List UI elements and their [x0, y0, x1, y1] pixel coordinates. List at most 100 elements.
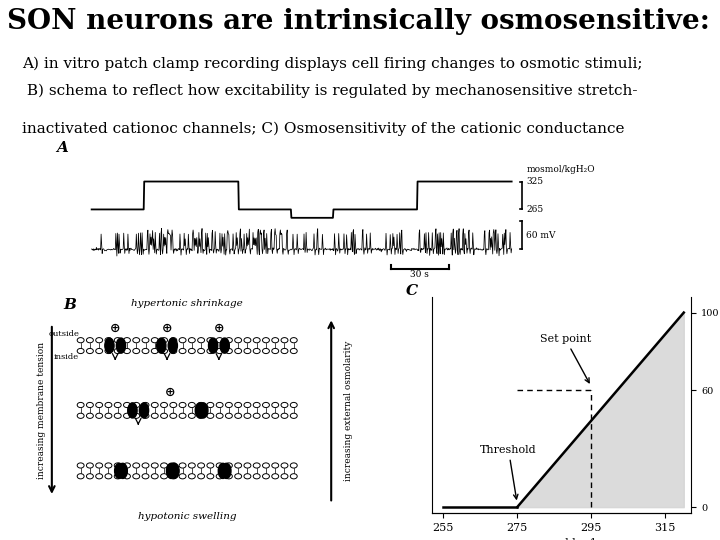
Circle shape: [142, 413, 149, 418]
Circle shape: [161, 402, 168, 408]
Circle shape: [216, 348, 223, 354]
Text: Set point: Set point: [540, 334, 591, 383]
Circle shape: [225, 348, 233, 354]
Circle shape: [124, 402, 130, 408]
Circle shape: [96, 348, 103, 354]
Text: B: B: [63, 298, 76, 312]
Circle shape: [161, 413, 168, 418]
Circle shape: [179, 474, 186, 479]
Text: SON neurons are intrinsically osmosensitive:: SON neurons are intrinsically osmosensit…: [7, 8, 710, 35]
Circle shape: [96, 463, 103, 468]
Circle shape: [216, 338, 223, 343]
Text: increasing membrane tension: increasing membrane tension: [37, 342, 46, 479]
Circle shape: [77, 413, 84, 418]
Circle shape: [253, 474, 260, 479]
Text: hypertonic shrinkage: hypertonic shrinkage: [131, 299, 243, 308]
Circle shape: [170, 348, 176, 354]
Circle shape: [179, 402, 186, 408]
Circle shape: [114, 402, 121, 408]
Text: C: C: [406, 284, 418, 298]
Circle shape: [198, 463, 204, 468]
Circle shape: [142, 463, 149, 468]
Circle shape: [290, 338, 297, 343]
Circle shape: [225, 413, 233, 418]
Circle shape: [281, 474, 288, 479]
Circle shape: [235, 348, 242, 354]
Circle shape: [271, 402, 279, 408]
Circle shape: [235, 338, 242, 343]
Text: hypotonic swelling: hypotonic swelling: [138, 512, 236, 522]
Circle shape: [151, 413, 158, 418]
Circle shape: [142, 402, 149, 408]
Circle shape: [86, 413, 94, 418]
Circle shape: [189, 413, 195, 418]
Text: 325: 325: [526, 177, 544, 186]
Ellipse shape: [140, 403, 148, 418]
Circle shape: [253, 463, 260, 468]
Circle shape: [290, 413, 297, 418]
Circle shape: [170, 402, 176, 408]
Circle shape: [96, 402, 103, 408]
Circle shape: [124, 474, 130, 479]
Text: outside: outside: [48, 330, 79, 339]
Circle shape: [253, 402, 260, 408]
Circle shape: [86, 338, 94, 343]
Circle shape: [189, 338, 195, 343]
Circle shape: [189, 402, 195, 408]
Ellipse shape: [118, 463, 127, 478]
Circle shape: [105, 338, 112, 343]
Circle shape: [281, 338, 288, 343]
Text: 60 mV: 60 mV: [526, 231, 556, 240]
Text: Threshold: Threshold: [480, 444, 537, 499]
Circle shape: [207, 463, 214, 468]
Text: ⊕: ⊕: [110, 321, 120, 334]
Circle shape: [132, 413, 140, 418]
Circle shape: [216, 402, 223, 408]
Circle shape: [77, 338, 84, 343]
Circle shape: [151, 338, 158, 343]
Circle shape: [132, 348, 140, 354]
Circle shape: [77, 474, 84, 479]
Circle shape: [170, 413, 176, 418]
Circle shape: [207, 474, 214, 479]
Circle shape: [170, 463, 176, 468]
Ellipse shape: [218, 463, 228, 478]
Circle shape: [263, 348, 269, 354]
Circle shape: [151, 348, 158, 354]
Circle shape: [105, 463, 112, 468]
Circle shape: [96, 338, 103, 343]
Circle shape: [86, 402, 94, 408]
Circle shape: [77, 402, 84, 408]
Text: B) schema to reflect how excitability is regulated by mechanosensitive stretch-: B) schema to reflect how excitability is…: [22, 84, 637, 98]
Circle shape: [263, 413, 269, 418]
Circle shape: [263, 402, 269, 408]
Circle shape: [142, 474, 149, 479]
Ellipse shape: [220, 338, 229, 353]
Ellipse shape: [199, 403, 208, 418]
Ellipse shape: [222, 463, 231, 478]
Circle shape: [170, 474, 176, 479]
Circle shape: [263, 338, 269, 343]
Circle shape: [271, 463, 279, 468]
Circle shape: [161, 463, 168, 468]
Circle shape: [225, 474, 233, 479]
Circle shape: [198, 338, 204, 343]
Circle shape: [290, 348, 297, 354]
Circle shape: [198, 474, 204, 479]
Circle shape: [271, 413, 279, 418]
Circle shape: [225, 402, 233, 408]
Circle shape: [114, 348, 121, 354]
Circle shape: [271, 348, 279, 354]
Circle shape: [179, 463, 186, 468]
Circle shape: [124, 413, 130, 418]
Circle shape: [151, 463, 158, 468]
Circle shape: [179, 413, 186, 418]
Circle shape: [244, 474, 251, 479]
Circle shape: [142, 348, 149, 354]
Circle shape: [271, 474, 279, 479]
Circle shape: [216, 413, 223, 418]
Circle shape: [244, 402, 251, 408]
Ellipse shape: [117, 338, 125, 353]
Text: ⊕: ⊕: [162, 321, 172, 334]
Circle shape: [281, 348, 288, 354]
